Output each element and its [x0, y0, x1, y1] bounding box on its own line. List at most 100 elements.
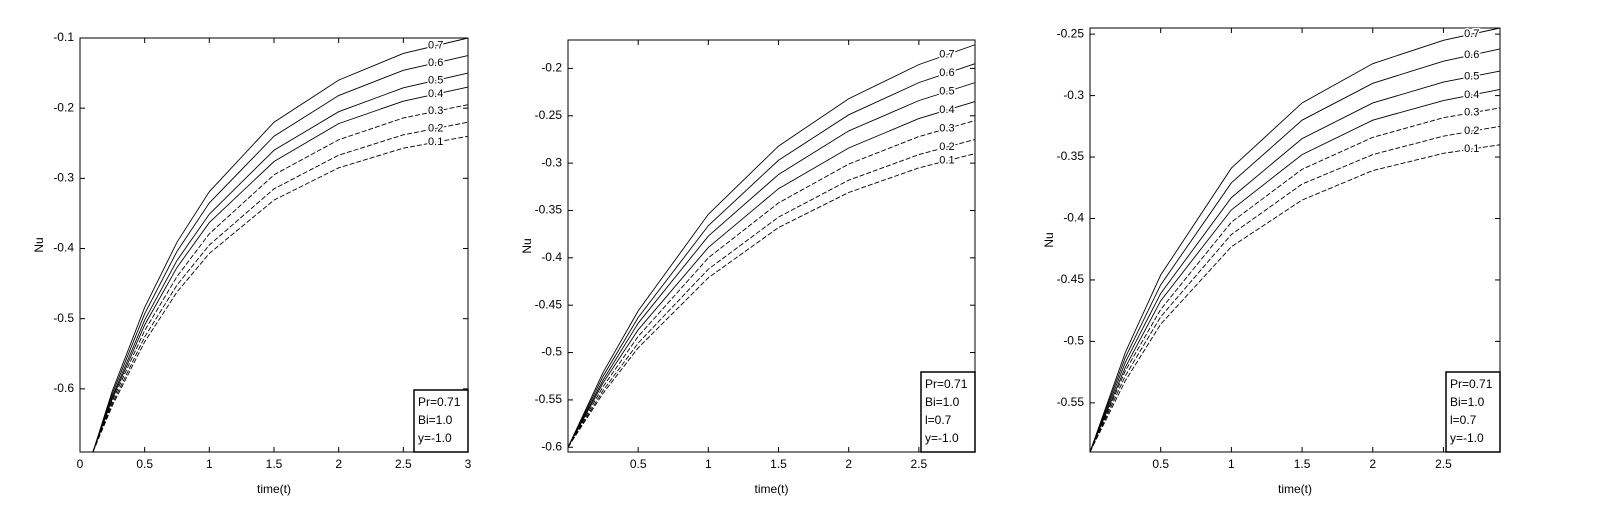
- curve: [567, 63, 976, 448]
- x-tick-label: 0.5: [136, 457, 153, 471]
- x-tick-label: 0.5: [630, 457, 647, 471]
- curve-label: 0.5: [428, 74, 443, 86]
- y-tick-label: -0.35: [1057, 149, 1085, 163]
- legend-text: l=0.7: [1450, 413, 1477, 427]
- curve: [92, 37, 469, 453]
- y-tick-label: -0.55: [535, 392, 563, 406]
- curve-label: 0.1: [939, 155, 954, 167]
- curve-label: 0.3: [428, 105, 443, 117]
- legend-text: l=0.7: [925, 413, 952, 427]
- legend-text: Bi=1.0: [1450, 395, 1485, 409]
- curve-label: 0.7: [428, 40, 443, 52]
- curve: [567, 44, 976, 448]
- y-tick-label: -0.5: [1063, 334, 1084, 348]
- curve: [1089, 107, 1501, 453]
- legend-box: [1445, 371, 1501, 453]
- curve: [567, 153, 976, 448]
- y-tick-label: -0.2: [541, 61, 562, 75]
- curve: [1089, 125, 1501, 453]
- curve-label: 0.5: [1464, 70, 1479, 82]
- legend-text: y=-1.0: [925, 431, 959, 445]
- curve-label: 0.4: [428, 88, 443, 100]
- curve-label: 0.7: [1464, 28, 1479, 40]
- legend-text: Bi=1.0: [925, 395, 960, 409]
- curve-label: 0.4: [1464, 89, 1479, 101]
- y-axis-label: Nu: [520, 238, 534, 253]
- panel: 0.5 1 1.5 2 2.5 -0.6 -0.55 -0.5 -0.45 -0.4 -0.35 -0…: [520, 39, 976, 496]
- curve-label: 0.1: [1464, 143, 1479, 155]
- y-tick-label: -0.4: [53, 241, 74, 255]
- panel: 0 0.5 1 1.5 2 2.5 3 -0.6 -0.5 -0.4 -0.3 -0.2 -0.1 tim…: [32, 30, 471, 496]
- y-tick-label: -0.25: [1057, 26, 1085, 40]
- curve-label: 0.6: [428, 57, 443, 69]
- y-tick-label: -0.55: [1057, 395, 1085, 409]
- curve: [567, 82, 976, 448]
- legend-text: y=-1.0: [418, 431, 452, 445]
- curve-label: 0.3: [939, 122, 954, 134]
- curve-label: 0.4: [939, 104, 954, 116]
- y-tick-label: -0.35: [535, 203, 563, 217]
- curve-label: 0.5: [939, 86, 954, 98]
- curve-label: 0.1: [428, 136, 443, 148]
- x-tick-label: 1.5: [1294, 457, 1311, 471]
- curve: [92, 72, 469, 453]
- curve-label: 0.2: [1464, 125, 1479, 137]
- x-tick-label: 1.5: [770, 457, 787, 471]
- x-tick-label: 2: [335, 457, 342, 471]
- y-tick-label: -0.5: [541, 345, 562, 359]
- panel: 0.5 1 1.5 2 2.5 -0.55 -0.5 -0.45 -0.4 -0.35 -0.3 -0…: [1042, 26, 1501, 496]
- x-axis-label: time(t): [755, 482, 789, 496]
- x-tick-label: 0: [77, 457, 84, 471]
- y-tick-label: -0.3: [541, 155, 562, 169]
- curve: [567, 101, 976, 448]
- y-tick-label: -0.4: [541, 250, 562, 264]
- curve: [92, 55, 469, 453]
- curve: [92, 104, 469, 453]
- curve: [1089, 89, 1501, 453]
- curve-label: 0.6: [939, 67, 954, 79]
- legend-text: Pr=0.71: [418, 395, 461, 409]
- plot-frame: [567, 39, 976, 453]
- x-tick-label: 0.5: [1152, 457, 1169, 471]
- x-tick-label: 3: [465, 457, 472, 471]
- legend-box: [413, 389, 469, 453]
- y-tick-label: -0.2: [53, 100, 74, 114]
- x-axis-label: time(t): [257, 482, 291, 496]
- y-tick-label: -0.25: [535, 108, 563, 122]
- x-tick-label: 1: [1228, 457, 1235, 471]
- x-tick-label: 2.5: [1435, 457, 1452, 471]
- x-tick-label: 2: [845, 457, 852, 471]
- curve-label: 0.7: [939, 49, 954, 61]
- curve: [92, 121, 469, 453]
- x-tick-label: 2.5: [911, 457, 928, 471]
- curve: [567, 120, 976, 448]
- y-tick-label: -0.3: [53, 171, 74, 185]
- y-tick-label: -0.6: [53, 381, 74, 395]
- y-tick-label: -0.3: [1063, 88, 1084, 102]
- y-axis-label: Nu: [32, 237, 46, 252]
- curve: [1089, 48, 1501, 453]
- curve-label: 0.3: [1464, 107, 1479, 119]
- legend-box: [920, 371, 976, 453]
- curve: [1089, 144, 1501, 453]
- x-tick-label: 2.5: [395, 457, 412, 471]
- curve-label: 0.6: [1464, 49, 1479, 61]
- curve: [1089, 70, 1501, 453]
- legend-text: y=-1.0: [1450, 431, 1484, 445]
- x-tick-label: 1.5: [266, 457, 283, 471]
- curve: [1089, 27, 1501, 453]
- x-tick-label: 2: [1369, 457, 1376, 471]
- y-axis-label: Nu: [1042, 232, 1056, 247]
- legend-text: Pr=0.71: [1450, 377, 1493, 391]
- curve: [92, 135, 469, 453]
- y-tick-label: -0.45: [1057, 272, 1085, 286]
- legend-text: Pr=0.71: [925, 377, 968, 391]
- curve: [92, 86, 469, 453]
- curve-label: 0.2: [428, 122, 443, 134]
- y-tick-label: -0.5: [53, 311, 74, 325]
- x-axis-label: time(t): [1278, 482, 1312, 496]
- curve: [567, 139, 976, 448]
- y-tick-label: -0.6: [541, 439, 562, 453]
- x-tick-label: 1: [705, 457, 712, 471]
